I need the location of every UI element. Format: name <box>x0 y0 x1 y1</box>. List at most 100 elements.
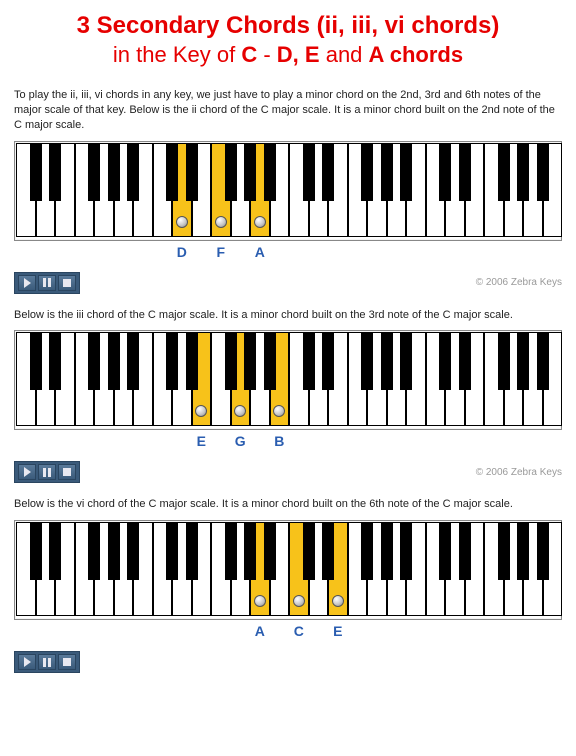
black-key <box>303 143 315 201</box>
black-key <box>108 332 120 390</box>
page-title-block: 3 Secondary Chords (ii, iii, vi chords) … <box>0 0 576 82</box>
black-key <box>322 143 334 201</box>
title-line-2: in the Key of C - D, E and A chords <box>10 42 566 68</box>
black-key <box>244 522 256 580</box>
black-key <box>381 143 393 201</box>
black-key <box>88 522 100 580</box>
play-button[interactable] <box>18 654 36 670</box>
chord-section: Below is the iii chord of the C major sc… <box>0 308 576 492</box>
black-key <box>186 522 198 580</box>
black-key <box>537 143 549 201</box>
play-button[interactable] <box>18 464 36 480</box>
black-key <box>517 143 529 201</box>
stop-button[interactable] <box>58 654 76 670</box>
note-label: E <box>197 433 206 449</box>
keyboard-diagram <box>14 520 562 620</box>
black-key <box>186 332 198 390</box>
copyright-text: © 2006 Zebra Keys <box>476 467 562 478</box>
note-labels-row: DFA <box>14 244 562 264</box>
pause-button[interactable] <box>38 654 56 670</box>
stop-button[interactable] <box>58 464 76 480</box>
title-mid2: and <box>320 42 369 67</box>
black-key <box>225 332 237 390</box>
keyboard <box>16 522 560 618</box>
note-label: E <box>333 623 342 639</box>
black-key <box>498 522 510 580</box>
black-key <box>186 143 198 201</box>
play-icon <box>24 657 31 667</box>
black-key <box>49 143 61 201</box>
black-key <box>264 522 276 580</box>
pause-button[interactable] <box>38 464 56 480</box>
title-chords1: D, E <box>277 42 320 67</box>
black-key <box>166 143 178 201</box>
black-key <box>381 522 393 580</box>
keyboard <box>16 332 560 428</box>
note-label: A <box>255 623 265 639</box>
black-key <box>459 332 471 390</box>
pause-icon <box>43 468 51 477</box>
black-key <box>127 332 139 390</box>
section-description: Below is the vi chord of the C major sca… <box>14 497 562 512</box>
black-key <box>49 332 61 390</box>
black-key <box>108 522 120 580</box>
stop-button[interactable] <box>58 275 76 291</box>
black-key <box>517 522 529 580</box>
black-key <box>400 522 412 580</box>
title-prefix: in the Key of <box>113 42 241 67</box>
black-key <box>88 332 100 390</box>
title-key: C <box>241 42 257 67</box>
stop-icon <box>63 658 71 666</box>
pause-icon <box>43 278 51 287</box>
keyboard <box>16 143 560 239</box>
controls-row <box>14 651 562 673</box>
black-key <box>108 143 120 201</box>
note-label: F <box>216 244 225 260</box>
play-button[interactable] <box>18 275 36 291</box>
keyboard-diagram <box>14 141 562 241</box>
note-label: D <box>177 244 187 260</box>
player-controls <box>14 461 80 483</box>
pressed-key-dot <box>293 595 305 607</box>
black-key <box>30 143 42 201</box>
pause-button[interactable] <box>38 275 56 291</box>
black-key <box>127 143 139 201</box>
note-labels-row: ACE <box>14 623 562 643</box>
chord-section: Below is the vi chord of the C major sca… <box>0 497 576 681</box>
section-description: To play the ii, iii, vi chords in any ke… <box>14 88 562 133</box>
stop-icon <box>63 279 71 287</box>
note-label: C <box>294 623 304 639</box>
black-key <box>439 332 451 390</box>
black-key <box>166 522 178 580</box>
pressed-key-dot <box>176 216 188 228</box>
black-key <box>264 332 276 390</box>
note-label: A <box>255 244 265 260</box>
chord-section: To play the ii, iii, vi chords in any ke… <box>0 88 576 302</box>
black-key <box>400 143 412 201</box>
pressed-key-dot <box>332 595 344 607</box>
black-key <box>225 143 237 201</box>
black-key <box>459 522 471 580</box>
black-key <box>381 332 393 390</box>
black-key <box>322 332 334 390</box>
note-label: G <box>235 433 246 449</box>
keyboard-diagram <box>14 330 562 430</box>
pressed-key-dot <box>273 405 285 417</box>
controls-row: © 2006 Zebra Keys <box>14 461 562 483</box>
black-key <box>459 143 471 201</box>
pause-icon <box>43 658 51 667</box>
black-key <box>361 332 373 390</box>
pressed-key-dot <box>195 405 207 417</box>
black-key <box>498 143 510 201</box>
controls-row: © 2006 Zebra Keys <box>14 272 562 294</box>
stop-icon <box>63 468 71 476</box>
black-key <box>244 143 256 201</box>
note-label: B <box>274 433 284 449</box>
black-key <box>264 143 276 201</box>
black-key <box>361 522 373 580</box>
black-key <box>537 522 549 580</box>
black-key <box>88 143 100 201</box>
black-key <box>30 332 42 390</box>
black-key <box>439 522 451 580</box>
black-key <box>303 522 315 580</box>
